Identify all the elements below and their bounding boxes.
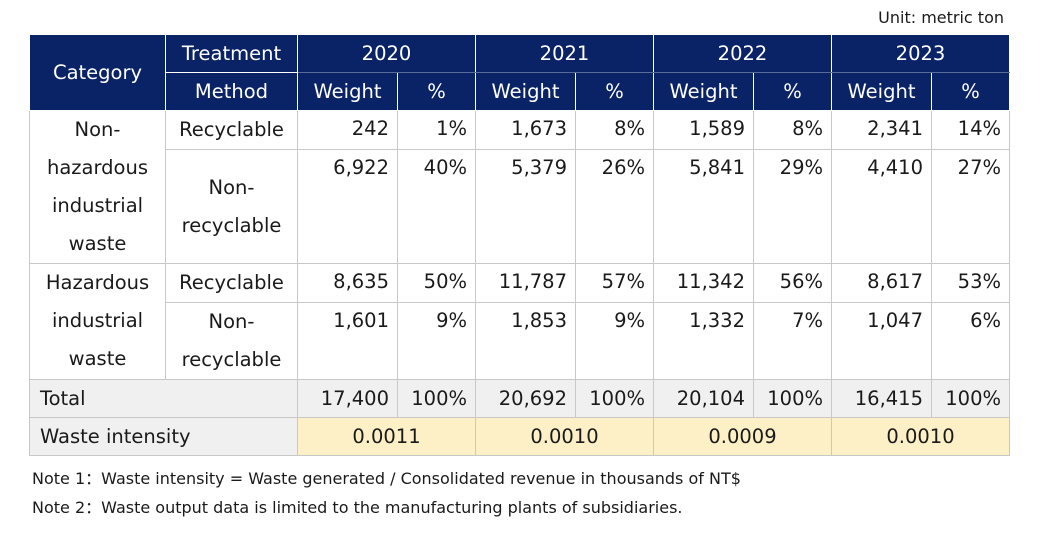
value-cell: 1%: [397, 110, 476, 150]
total-row: Total 17,400 100% 20,692 100% 20,104 100…: [29, 379, 1010, 418]
method-cell: Non-recyclable: [165, 149, 298, 264]
category-label: Non-hazardous industrial waste: [47, 118, 148, 255]
value-cell: 6,922: [297, 149, 398, 264]
table-row: Non-hazardous industrial waste Recyclabl…: [29, 110, 1010, 264]
value-cell: 1,589: [653, 110, 754, 150]
category-label: Hazardous industrial waste: [45, 271, 150, 370]
weight-header: Weight: [653, 72, 754, 111]
value-cell: 27%: [931, 149, 1010, 264]
method-label: Non-recyclable: [181, 310, 282, 371]
value-cell: 56%: [753, 263, 832, 303]
pct-header: %: [397, 72, 476, 111]
waste-table: Category Treatment 2020 2021 2022 2023 M…: [29, 34, 1010, 456]
category-header: Category: [29, 34, 166, 111]
waste-intensity-value: 0.0010: [475, 417, 654, 456]
value-cell: 1,332: [653, 302, 754, 380]
note-1: Note 1：Waste intensity = Waste generated…: [32, 469, 741, 488]
value-cell: 26%: [575, 149, 654, 264]
value-cell: 8,635: [297, 263, 398, 303]
waste-intensity-value: 0.0011: [297, 417, 476, 456]
category-cell: Hazardous industrial waste: [29, 263, 166, 380]
weight-header: Weight: [297, 72, 398, 111]
method-header-line2: Method: [165, 72, 298, 111]
value-cell: 1,047: [831, 302, 932, 380]
value-cell: 2,341: [831, 110, 932, 150]
method-cell: Recyclable: [165, 263, 298, 303]
total-value: 100%: [397, 379, 476, 418]
value-cell: 9%: [397, 302, 476, 380]
value-cell: 14%: [931, 110, 1010, 150]
value-cell: 1,673: [475, 110, 576, 150]
total-value: 100%: [931, 379, 1010, 418]
category-cell: Non-hazardous industrial waste: [29, 110, 166, 264]
value-cell: 40%: [397, 149, 476, 264]
year-header-2020: 2020: [297, 34, 476, 73]
unit-label: Unit: metric ton: [878, 8, 1004, 27]
waste-intensity-label: Waste intensity: [29, 417, 298, 456]
value-cell: 1,853: [475, 302, 576, 380]
total-value: 16,415: [831, 379, 932, 418]
table-row: Non-recyclable 6,922 40% 5,379 26% 5,841…: [30, 149, 1010, 264]
total-value: 17,400: [297, 379, 398, 418]
value-cell: 9%: [575, 302, 654, 380]
year-header-2021: 2021: [475, 34, 654, 73]
year-header-2023: 2023: [831, 34, 1010, 73]
table-row: Hazardous industrial waste Recyclable 8,…: [29, 263, 1010, 380]
waste-intensity-value: 0.0009: [653, 417, 832, 456]
total-value: 20,104: [653, 379, 754, 418]
total-value: 100%: [575, 379, 654, 418]
method-label: Non-recyclable: [181, 175, 282, 237]
value-cell: 29%: [753, 149, 832, 264]
waste-intensity-value: 0.0010: [831, 417, 1010, 456]
pct-header: %: [753, 72, 832, 111]
value-cell: 8,617: [831, 263, 932, 303]
value-cell: 242: [297, 110, 398, 150]
value-cell: 6%: [931, 302, 1010, 380]
value-cell: 53%: [931, 263, 1010, 303]
note-2: Note 2：Waste output data is limited to t…: [32, 498, 683, 517]
value-cell: 7%: [753, 302, 832, 380]
total-value: 100%: [753, 379, 832, 418]
method-header-line1: Treatment: [165, 34, 298, 73]
pct-header: %: [931, 72, 1010, 111]
weight-header: Weight: [831, 72, 932, 111]
year-header-2022: 2022: [653, 34, 832, 73]
value-cell: 11,787: [475, 263, 576, 303]
value-cell: 1,601: [297, 302, 398, 380]
value-cell: 50%: [397, 263, 476, 303]
waste-intensity-row: Waste intensity 0.0011 0.0010 0.0009 0.0…: [29, 417, 1010, 456]
method-cell: Recyclable: [165, 110, 298, 150]
value-cell: 5,379: [475, 149, 576, 264]
total-value: 20,692: [475, 379, 576, 418]
value-cell: 8%: [753, 110, 832, 150]
value-cell: 57%: [575, 263, 654, 303]
pct-header: %: [575, 72, 654, 111]
value-cell: 5,841: [653, 149, 754, 264]
weight-header: Weight: [475, 72, 576, 111]
value-cell: 4,410: [831, 149, 932, 264]
value-cell: 11,342: [653, 263, 754, 303]
method-cell: Non-recyclable: [165, 302, 298, 380]
total-label: Total: [29, 379, 298, 418]
value-cell: 8%: [575, 110, 654, 150]
